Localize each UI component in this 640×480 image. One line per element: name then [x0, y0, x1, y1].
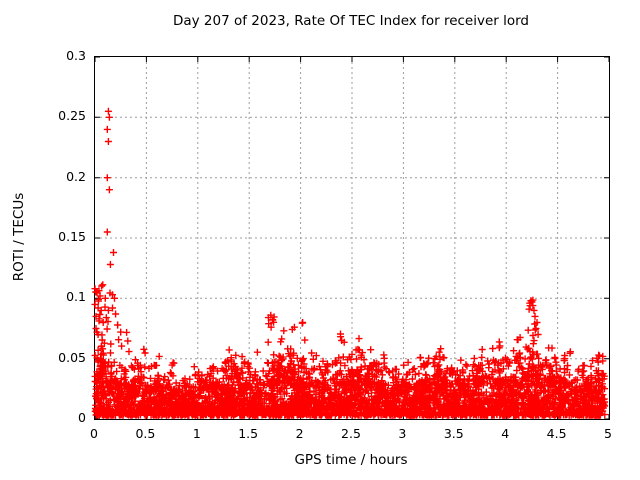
plot-area	[91, 56, 610, 420]
x-tick-label: 0	[90, 426, 98, 441]
plot-canvas	[91, 56, 610, 420]
x-tick-label: 0.5	[135, 426, 156, 441]
data-points	[91, 107, 609, 419]
y-tick-label: 0.3	[66, 48, 86, 63]
x-axis-label: GPS time / hours	[294, 452, 408, 468]
y-tick-label: 0.15	[58, 229, 86, 244]
x-tick-label: 1	[192, 426, 201, 441]
x-tick-label: 4	[501, 426, 510, 441]
x-tick-label: 2.5	[341, 426, 361, 441]
x-tick-label: 4.5	[546, 426, 567, 441]
x-tick-label: 3	[398, 426, 407, 441]
x-tick-label: 2	[295, 426, 304, 441]
x-tick-label: 3.5	[443, 426, 464, 441]
y-tick-label: 0.25	[58, 108, 86, 124]
x-tick-label: 5	[604, 426, 612, 441]
y-tick-label: 0.2	[66, 168, 86, 184]
y-tick-label: 0	[78, 410, 86, 425]
chart-title: Day 207 of 2023, Rate Of TEC Index for r…	[172, 13, 530, 29]
x-tick-label: 1.5	[238, 426, 259, 441]
y-axis-label: ROTI / TECUs	[11, 192, 27, 282]
y-tick-label: 0.1	[66, 289, 86, 305]
y-tick-label: 0.05	[58, 349, 86, 365]
